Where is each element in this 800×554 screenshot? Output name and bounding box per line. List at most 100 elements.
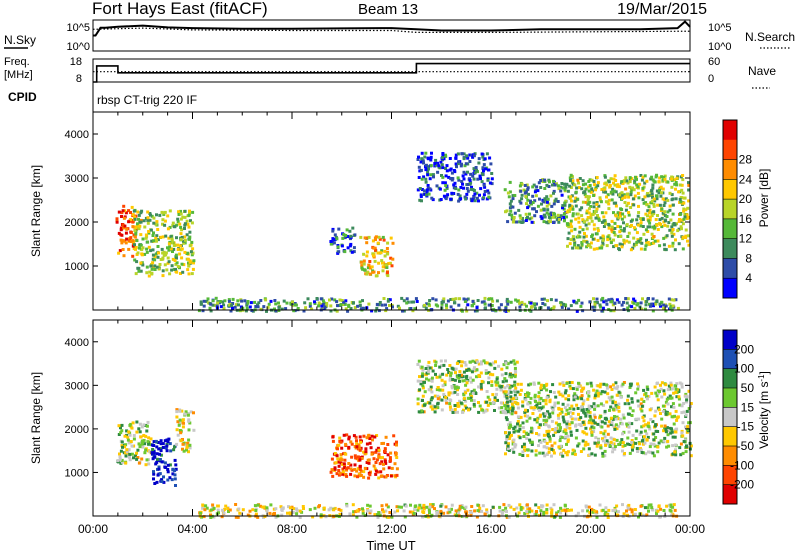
cell-power-cells-0-43 bbox=[125, 237, 129, 241]
cell-power-cells-1-26 bbox=[146, 221, 150, 225]
cell-power-cells-7-281 bbox=[633, 299, 637, 303]
cell-velocity-cells-2-17 bbox=[188, 446, 192, 450]
cell-power-cells-0-66 bbox=[129, 236, 133, 240]
cell-velocity-cells-4-309 bbox=[474, 392, 478, 395]
cell-velocity-cells-5-689 bbox=[627, 430, 631, 434]
cell-power-cells-6-490 bbox=[631, 197, 635, 201]
cell-velocity-cells-5-31 bbox=[615, 438, 619, 442]
cell-velocity-cells-5-615 bbox=[656, 445, 660, 449]
cell-power-cells-2-32 bbox=[348, 229, 352, 233]
cell-power-cells-6-432 bbox=[594, 188, 597, 192]
cell-power-cells-5-170 bbox=[563, 201, 567, 205]
cell-velocity-cells-5-849 bbox=[561, 402, 565, 406]
cell-power-cells-1-43 bbox=[191, 260, 195, 264]
cell-power-cells-6-441 bbox=[651, 178, 655, 182]
cell-power-cells-7-55 bbox=[599, 305, 603, 309]
cell-power-cells-5-119 bbox=[532, 207, 536, 211]
power-colorbar-swatch-7 bbox=[723, 258, 737, 279]
cpid-text: rbsp CT-trig 220 IF bbox=[97, 93, 197, 107]
cell-velocity-cells-5-497 bbox=[545, 452, 549, 456]
cell-power-cells-3-31 bbox=[389, 256, 393, 260]
cell-power-cells-5-6 bbox=[508, 190, 512, 194]
cell-power-cells-6-613 bbox=[680, 227, 683, 231]
site-title: Fort Hays East (fitACF) bbox=[92, 0, 268, 18]
cell-velocity-cells-4-277 bbox=[500, 406, 504, 410]
cell-power-cells-7-228 bbox=[654, 302, 658, 306]
cell-velocity-cells-1-14 bbox=[156, 441, 160, 444]
cell-power-cells-6-455 bbox=[582, 235, 586, 239]
cell-power-cells-6-555 bbox=[681, 191, 685, 195]
cell-power-cells-4-104 bbox=[438, 166, 442, 170]
cell-velocity-cells-6-286 bbox=[422, 507, 426, 511]
cell-velocity-cells-5-519 bbox=[673, 384, 677, 388]
cell-power-cells-1-256 bbox=[172, 244, 176, 247]
cell-velocity-cells-5-393 bbox=[592, 419, 596, 423]
cell-velocity-cells-3-189 bbox=[337, 469, 341, 472]
cell-velocity-cells-4-210 bbox=[479, 371, 483, 375]
cell-power-cells-4-193 bbox=[473, 192, 477, 196]
cell-velocity-cells-5-858 bbox=[516, 415, 520, 419]
cell-velocity-cells-5-828 bbox=[568, 407, 572, 410]
cell-power-cells-7-151 bbox=[648, 302, 651, 306]
cell-power-cells-6-612 bbox=[614, 179, 618, 182]
cell-velocity-cells-6-132 bbox=[430, 513, 434, 517]
cell-power-cells-6-145 bbox=[569, 222, 573, 226]
cell-power-cells-6-143 bbox=[674, 238, 677, 242]
cell-velocity-cells-5-86 bbox=[565, 426, 569, 429]
cell-velocity-cells-5-875 bbox=[652, 438, 656, 442]
cell-power-cells-4-86 bbox=[486, 178, 490, 182]
cell-velocity-cells-5-691 bbox=[508, 423, 512, 427]
cell-velocity-cells-4-316 bbox=[434, 372, 437, 376]
cell-velocity-cells-5-574 bbox=[620, 422, 624, 426]
cell-velocity-cells-1-56 bbox=[160, 478, 164, 482]
cell-power-cells-0-69 bbox=[133, 235, 137, 239]
cell-velocity-cells-5-841 bbox=[580, 408, 584, 412]
cell-velocity-cells-4-339 bbox=[471, 359, 475, 363]
cell-velocity-cells-5-774 bbox=[575, 403, 579, 407]
cell-velocity-cells-4-274 bbox=[457, 376, 461, 380]
cell-velocity-cells-3-177 bbox=[345, 474, 349, 478]
cell-velocity-cells-5-533 bbox=[664, 410, 668, 414]
cell-power-cells-1-15 bbox=[146, 219, 150, 222]
cell-power-cells-4-201 bbox=[436, 170, 440, 174]
cell-velocity-cells-5-565 bbox=[611, 450, 615, 454]
cell-velocity-cells-5-152 bbox=[615, 415, 619, 419]
cell-velocity-cells-5-227 bbox=[564, 432, 568, 435]
cell-power-cells-4-124 bbox=[460, 162, 463, 166]
cell-velocity-cells-5-380 bbox=[526, 454, 530, 458]
cell-power-cells-6-327 bbox=[648, 225, 651, 229]
cell-power-cells-5-102 bbox=[520, 193, 524, 197]
cell-power-cells-1-215 bbox=[149, 228, 153, 232]
cell-velocity-cells-6-50 bbox=[637, 515, 640, 519]
cell-velocity-cells-6-39 bbox=[404, 504, 408, 508]
cell-power-cells-6-511 bbox=[674, 187, 677, 191]
cell-power-cells-1-66 bbox=[161, 251, 165, 255]
cell-velocity-cells-6-344 bbox=[448, 510, 452, 514]
cell-velocity-cells-6-123 bbox=[615, 504, 619, 508]
cell-power-cells-0-44 bbox=[129, 211, 132, 214]
cell-power-cells-4-59 bbox=[452, 192, 456, 195]
cell-velocity-cells-6-217 bbox=[622, 512, 626, 516]
cell-power-cells-6-338 bbox=[613, 233, 617, 237]
cell-velocity-cells-3-108 bbox=[353, 463, 357, 467]
cell-power-cells-6-587 bbox=[622, 238, 626, 242]
cell-velocity-cells-4-253 bbox=[462, 396, 466, 400]
cell-power-cells-7-235 bbox=[329, 309, 333, 313]
cell-power-cells-5-191 bbox=[553, 212, 556, 216]
cell-power-cells-6-579 bbox=[664, 218, 668, 222]
cell-velocity-cells-5-220 bbox=[584, 414, 588, 418]
cell-power-cells-6-366 bbox=[683, 196, 687, 200]
cell-power-cells-4-184 bbox=[462, 170, 466, 174]
cell-velocity-cells-5-137 bbox=[593, 404, 597, 408]
cell-power-cells-4-102 bbox=[460, 180, 464, 183]
cell-power-cells-4-73 bbox=[488, 156, 492, 160]
cell-velocity-cells-5-96 bbox=[560, 407, 564, 411]
cell-power-cells-0-54 bbox=[117, 210, 121, 214]
cell-power-cells-6-22 bbox=[671, 241, 675, 245]
cell-velocity-cells-5-632 bbox=[645, 438, 649, 442]
cell-velocity-cells-5-567 bbox=[504, 406, 508, 410]
cell-velocity-cells-4-148 bbox=[421, 384, 425, 388]
cell-power-cells-0-23 bbox=[124, 231, 128, 235]
cell-velocity-cells-5-355 bbox=[530, 443, 534, 446]
cell-power-cells-5-126 bbox=[557, 187, 561, 191]
